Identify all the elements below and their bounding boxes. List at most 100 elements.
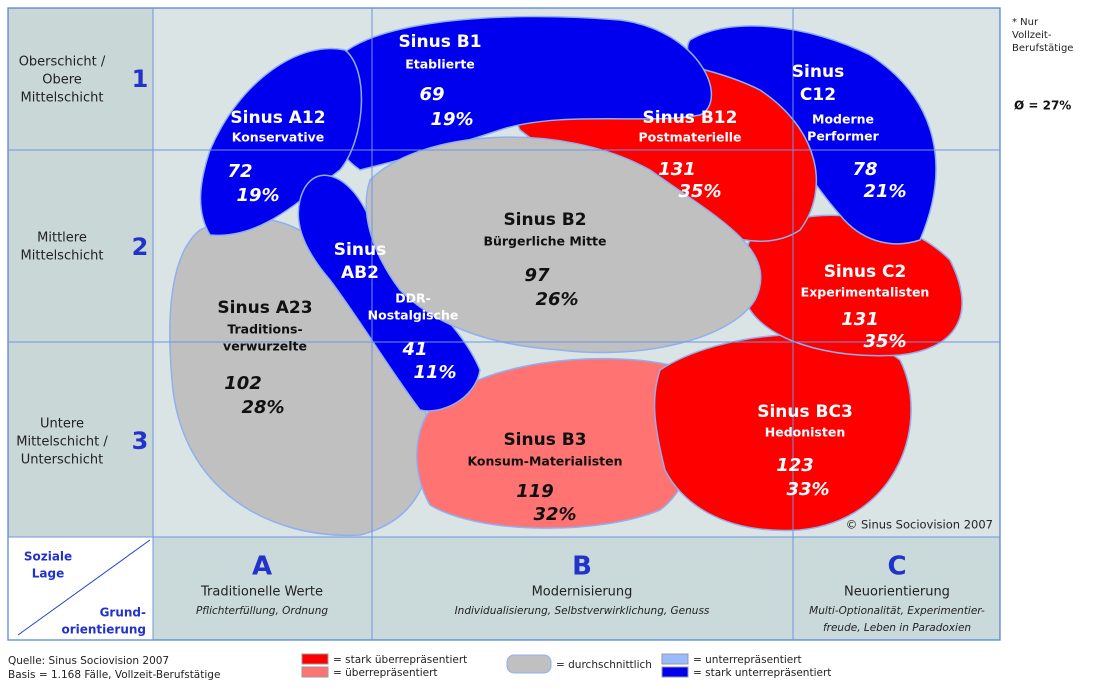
milieu-percent: 26% [535,289,578,310]
milieu-count: 119 [516,481,554,502]
blob-b2 [365,136,762,354]
column-subtitle: Pflichterfüllung, Ordnung [196,605,328,617]
legend-swatch [661,666,689,678]
note: Vollzeit- [1012,30,1052,41]
milieu-count: 102 [224,373,262,394]
column-subtitle: freude, Leben in Paradoxien [823,622,971,634]
corner-diagonal [17,539,151,636]
column-subtitle: Individualisierung, Selbstverwirklichung… [455,605,710,617]
legend-label: = durchschnittlich [556,659,652,671]
milieu-percent: 28% [241,397,284,418]
milieu-label: Performer [807,129,879,144]
milieu-name: C12 [800,85,836,105]
milieu-name: Sinus A12 [230,108,325,128]
row-number: 3 [132,427,149,455]
average: Ø = 27% [1014,99,1071,113]
row-label: Mittelschicht [21,91,104,106]
milieu-percent: 35% [678,181,721,202]
row-header-bg [8,8,153,537]
row-label: Unterschicht [21,453,103,468]
blob-a12 [199,47,363,237]
milieu-count: 78 [852,159,877,180]
milieu-name: Sinus C2 [824,262,907,282]
row-label: Obere [42,73,82,88]
milieu-percent: 11% [413,362,456,383]
milieu-name: Sinus B12 [643,108,738,128]
milieu-count: 72 [227,161,252,182]
source: Basis = 1.168 Fälle, Vollzeit-Berufstäti… [8,669,220,681]
legend-label: = stark überrepräsentiert [333,654,467,666]
column-letter: B [572,552,592,582]
note: Berufstätige [1012,43,1073,54]
legend-label: = unterrepräsentiert [693,654,802,666]
milieu-name: Sinus B2 [503,210,586,230]
milieu-label: Experimentalisten [801,285,930,300]
column-letter: C [887,552,906,582]
milieu-percent: 32% [533,504,576,525]
column-title: Traditionelle Werte [200,585,323,600]
legend-label: = stark unterrepräsentiert [693,667,831,679]
legend-swatch [506,654,552,674]
milieu-label: Nostalgische [368,308,459,323]
row-number: 1 [132,65,149,93]
milieu-label: Hedonisten [765,425,845,440]
milieu-count: 131 [658,159,696,180]
row-label: Mittelschicht [21,249,104,264]
row-label: Oberschicht / [19,55,106,70]
milieu-percent: 21% [863,181,906,202]
frame [7,7,1001,641]
milieu-label: Traditions- [227,322,302,337]
milieu-label: DDR- [395,291,431,306]
legend-swatch [301,666,329,678]
legend-swatch [661,653,689,665]
corner-label: Soziale [24,550,72,564]
corner-label: orientierung [61,623,146,637]
blob-ab2 [297,174,481,412]
milieu-name: Sinus B3 [503,430,586,450]
milieu-label: verwurzelte [223,339,307,354]
milieu-count: 131 [841,309,879,330]
column-title: Neuorientierung [844,585,950,600]
milieu-label: Bürgerliche Mitte [483,234,606,249]
milieu-percent: 33% [786,479,829,500]
milieu-count: 97 [524,265,550,286]
milieu-count: 69 [419,84,444,105]
corner-label: Lage [32,567,64,581]
milieu-count: 123 [776,455,814,476]
row-label: Mittelschicht / [16,435,108,450]
milieu-count: 41 [401,339,427,360]
milieu-labels: Sinus A12 Konservative 72 19% Sinus B1 Etabli… [217,32,929,525]
milieu-label: Konsum-Materialisten [467,454,622,469]
corner-bg [8,537,153,640]
milieu-name: Sinus [334,240,386,260]
milieu-name: Sinus A23 [217,298,312,318]
milieu-name: AB2 [341,263,379,283]
legend-swatch [301,653,329,665]
milieu-percent: 19% [430,109,473,130]
milieu-percent: 19% [236,185,279,206]
milieu-label: Moderne [812,112,874,127]
row-label: Untere [40,417,84,432]
note: * Nur [1012,17,1039,28]
column-subtitle: Multi-Optionalität, Experimentier- [809,605,985,617]
column-title: Modernisierung [532,585,633,600]
source: Quelle: Sinus Sociovision 2007 [8,655,169,667]
legend-label: = überrepräsentiert [333,667,438,679]
row-label: Mittlere [37,231,87,246]
milieu-label: Konservative [232,130,325,145]
copyright: © Sinus Sociovision 2007 [846,518,993,532]
milieu-percent: 35% [863,331,906,352]
column-letter: A [252,552,272,582]
blob-b3 [416,357,693,529]
milieu-name: Sinus B1 [398,32,481,52]
milieu-label: Postmaterielle [638,130,741,145]
row-number: 2 [132,233,149,261]
milieu-label: Etablierte [405,57,475,72]
column-header-bg [153,537,1000,640]
milieu-name: Sinus [792,62,844,82]
blob-b1 [325,15,713,171]
corner-label: Grund- [100,606,146,620]
milieu-name: Sinus BC3 [757,402,853,422]
